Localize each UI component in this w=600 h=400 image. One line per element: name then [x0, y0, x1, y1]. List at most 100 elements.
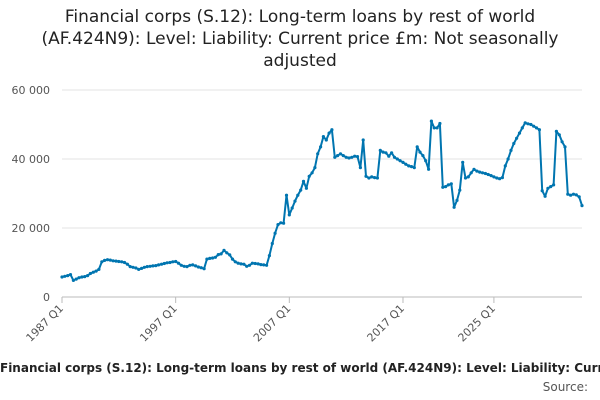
data-point: [247, 263, 252, 267]
data-point: [543, 194, 547, 198]
data-point: [97, 267, 101, 271]
data-point: [253, 261, 257, 266]
data-point: [91, 270, 95, 274]
data-point: [239, 262, 243, 266]
data-point: [100, 260, 104, 264]
y-tick-label: 0: [43, 291, 50, 304]
data-point: [421, 154, 425, 158]
data-point: [267, 254, 271, 258]
data-point: [566, 192, 570, 196]
data-point: [307, 174, 311, 178]
y-tick-label: 60 000: [12, 84, 51, 97]
data-point: [330, 128, 334, 132]
data-point: [401, 160, 405, 164]
data-point: [455, 198, 459, 202]
data-point: [188, 263, 192, 267]
data-point: [191, 263, 195, 267]
data-point: [80, 275, 84, 279]
data-point: [412, 166, 416, 170]
data-point: [466, 175, 470, 179]
data-point: [498, 177, 502, 181]
data-point: [211, 256, 215, 260]
data-point: [452, 205, 456, 209]
data-point: [540, 189, 544, 193]
data-point: [398, 159, 402, 163]
data-point: [194, 264, 198, 268]
data-point: [395, 157, 399, 161]
data-point: [503, 164, 507, 168]
data-point: [202, 267, 206, 271]
data-point: [355, 155, 360, 159]
data-point: [341, 154, 345, 158]
data-point: [63, 274, 67, 278]
data-point: [370, 175, 374, 179]
data-point: [159, 262, 164, 266]
data-point: [77, 276, 81, 280]
x-tick-label: 2025 Q1: [455, 302, 498, 345]
data-point: [350, 155, 354, 159]
data-point: [245, 264, 249, 268]
data-point: [509, 148, 513, 152]
data-point: [338, 152, 343, 156]
x-tick-label: 2017 Q1: [365, 302, 408, 345]
data-point: [313, 166, 317, 170]
data-point: [432, 126, 436, 130]
data-point: [94, 269, 98, 273]
data-point: [111, 259, 115, 263]
x-tick-label: 1997 Q1: [137, 302, 180, 345]
data-point: [182, 264, 186, 268]
data-point: [270, 241, 274, 246]
data-point: [478, 170, 482, 174]
data-point: [131, 265, 135, 269]
data-point: [196, 265, 200, 269]
data-point: [265, 263, 269, 267]
data-point: [407, 164, 411, 168]
data-point: [520, 126, 524, 130]
data-point: [418, 150, 422, 154]
data-point: [364, 174, 368, 178]
data-point: [259, 263, 263, 267]
data-point: [168, 260, 172, 265]
data-point: [424, 159, 428, 163]
data-point: [250, 261, 254, 265]
data-point: [108, 258, 112, 262]
data-point: [427, 167, 431, 171]
data-point: [526, 122, 530, 126]
data-point: [142, 265, 146, 269]
data-point: [361, 138, 365, 142]
data-point: [233, 260, 237, 264]
data-point: [577, 195, 581, 199]
data-point: [392, 155, 397, 159]
data-point: [472, 167, 476, 171]
data-point: [415, 145, 419, 149]
data-point: [529, 122, 533, 127]
data-point: [279, 221, 283, 225]
data-point: [83, 275, 87, 279]
data-point: [176, 261, 181, 265]
data-point: [537, 128, 542, 132]
data-point: [515, 136, 519, 140]
data-point: [387, 154, 391, 158]
data-point: [441, 185, 445, 189]
data-point: [321, 135, 325, 139]
data-point: [213, 255, 217, 259]
data-point: [500, 176, 504, 180]
data-point: [495, 176, 499, 180]
data-point: [151, 264, 155, 268]
data-point: [165, 261, 169, 265]
y-tick-label: 40 000: [12, 153, 51, 166]
data-point: [242, 262, 246, 266]
data-point: [162, 261, 166, 266]
data-point: [461, 160, 465, 164]
data-point: [157, 263, 161, 267]
data-point: [114, 259, 118, 263]
data-point: [580, 204, 584, 208]
data-point: [557, 133, 561, 137]
data-point: [463, 176, 468, 180]
data-point: [120, 260, 124, 264]
data-point: [546, 186, 550, 190]
data-point: [390, 151, 394, 155]
data-point: [347, 156, 351, 160]
